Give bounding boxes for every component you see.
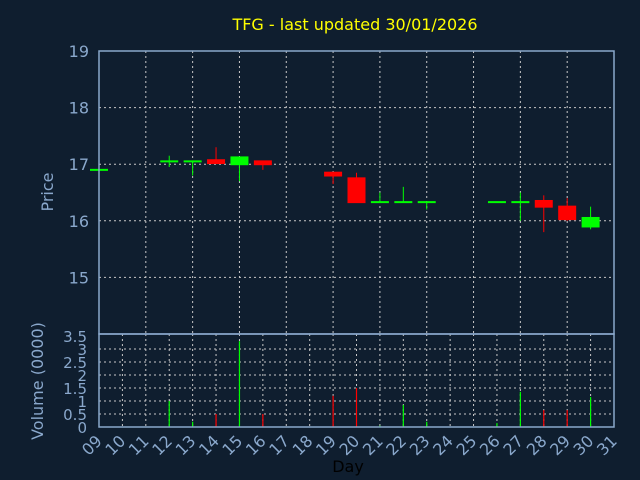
candle-body xyxy=(511,201,530,204)
candle-body xyxy=(558,205,577,221)
candle-body xyxy=(370,201,389,204)
candle-body xyxy=(417,201,436,204)
volume-axis: 00.511.522.533.5 xyxy=(63,328,87,437)
candle-body xyxy=(581,216,600,228)
volume-tick-label: 2 xyxy=(77,367,87,385)
price-tick-label: 17 xyxy=(69,155,89,174)
candle-body xyxy=(394,201,413,204)
candle-body xyxy=(207,159,226,165)
price-axis: 15 16 17 18 19 xyxy=(69,42,89,287)
volume-tick-label: 1 xyxy=(77,393,87,411)
candle-body xyxy=(534,199,553,208)
candle-body xyxy=(324,171,343,177)
volume-tick-label: 3.5 xyxy=(63,328,87,346)
volume-tick-label: 0 xyxy=(77,419,87,437)
volume-tick-label: 3 xyxy=(77,341,87,359)
x-tick-label: 31 xyxy=(593,431,621,459)
candles xyxy=(90,147,600,233)
x-axis: 0910111213141516171819202122232425262728… xyxy=(78,431,621,459)
price-tick-label: 19 xyxy=(69,42,89,61)
volume-panel-frame xyxy=(98,333,615,428)
volume-bars xyxy=(168,341,592,427)
price-tick-label: 18 xyxy=(69,99,89,118)
candle-body xyxy=(183,160,202,163)
price-tick-label: 16 xyxy=(69,212,89,231)
volume-tick-label: 1.5 xyxy=(63,380,87,398)
volume-axis-label: Volume (0000) xyxy=(28,322,47,440)
candle-body xyxy=(160,160,179,163)
price-axis-label: Price xyxy=(38,172,57,211)
volume-tick-label: 2.5 xyxy=(63,354,87,372)
price-tick-label: 15 xyxy=(69,268,89,287)
x-axis-label: Day xyxy=(332,457,364,476)
candle-body xyxy=(253,160,272,166)
candle-body xyxy=(347,177,366,204)
chart-title: TFG - last updated 30/01/2026 xyxy=(231,15,477,34)
candle-body xyxy=(230,156,249,166)
volume-tick-label: 0.5 xyxy=(63,406,87,424)
candle-body xyxy=(487,201,506,204)
